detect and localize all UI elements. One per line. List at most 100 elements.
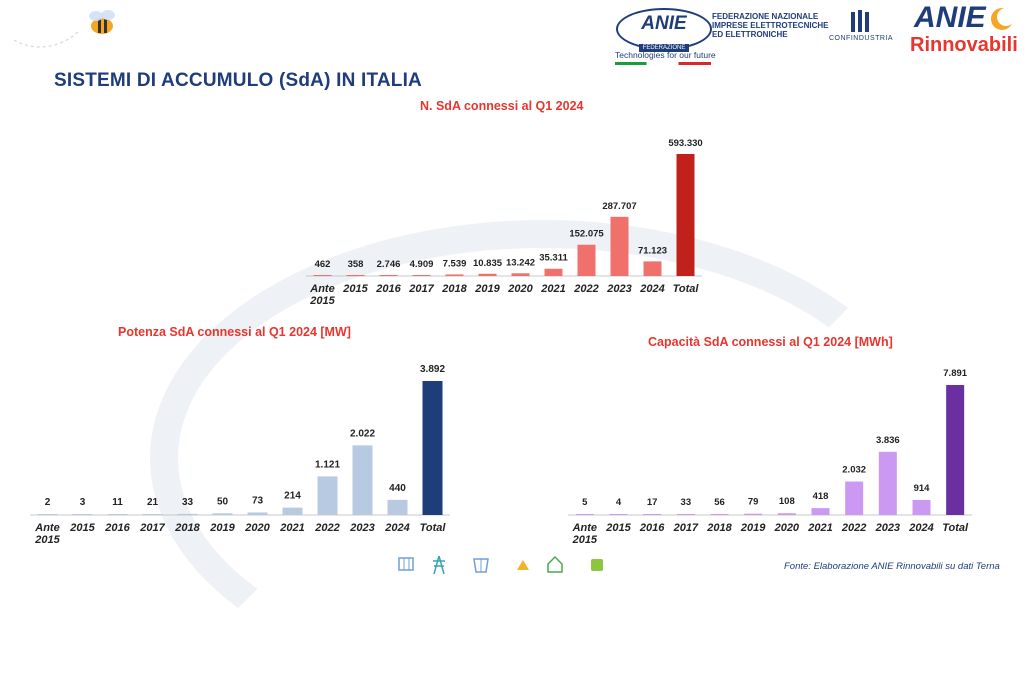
bar-total: [422, 381, 443, 515]
data-label: 21: [147, 497, 159, 508]
data-label: 3.836: [876, 435, 900, 446]
x-tick-label: 2021: [540, 283, 565, 295]
chart-title-potenza: Potenza SdA connessi al Q1 2024 [MW]: [118, 325, 351, 339]
data-label: 4: [616, 497, 622, 508]
bee-trail-icon: [13, 31, 79, 48]
x-tick-label: 2015: [309, 295, 335, 307]
bar-2018: [710, 514, 729, 515]
x-tick-label: Total: [942, 522, 969, 534]
bar-2021: [811, 508, 830, 515]
data-label: 5: [582, 497, 588, 508]
data-label: 71.123: [638, 245, 667, 256]
bar-ante-2015: [37, 514, 58, 515]
green-home-icon: [547, 555, 563, 573]
bar-2023: [610, 216, 629, 276]
data-label: 73: [252, 495, 264, 506]
chart-n-sda: 462Ante201535820152.74620164.90920177.53…: [306, 138, 703, 307]
data-label: 13.242: [506, 257, 535, 268]
confindustria-label: CONFINDUSTRIA: [829, 35, 894, 42]
bar-2018: [177, 513, 198, 515]
x-tick-label: 2019: [474, 283, 500, 295]
chart-title-capacita: Capacità SdA connessi al Q1 2024 [MWh]: [648, 335, 893, 349]
data-label: 3: [80, 497, 86, 508]
data-label: 462: [315, 259, 331, 270]
data-label: 914: [914, 483, 931, 494]
data-label: 418: [813, 491, 829, 502]
x-tick-label: 2015: [605, 522, 631, 534]
x-tick-label: 2020: [774, 522, 800, 534]
x-tick-label: 2017: [408, 283, 434, 295]
x-tick-label: 2015: [342, 283, 368, 295]
bar-2017: [412, 274, 431, 276]
x-tick-label: 2023: [349, 522, 374, 534]
data-label: 11: [112, 497, 123, 508]
data-label: 3.892: [420, 364, 445, 375]
bar-2024: [912, 499, 931, 515]
bar-2015: [346, 275, 365, 276]
data-label: 33: [182, 497, 194, 508]
x-tick-label: 2023: [875, 522, 900, 534]
data-label: 4.909: [410, 259, 434, 270]
x-tick-label: 2024: [384, 522, 409, 534]
x-tick-label: 2016: [375, 283, 401, 295]
bar-2018: [445, 274, 464, 276]
anie-rinnovabili-logo-top: ANIE: [914, 1, 986, 34]
bar-2015: [609, 514, 628, 515]
x-tick-label: 2017: [673, 522, 699, 534]
x-tick-label: 2015: [572, 534, 598, 546]
data-label: 440: [389, 483, 406, 494]
bar-2020: [777, 513, 796, 515]
data-label: 2.746: [377, 259, 401, 270]
x-tick-label: Total: [420, 522, 447, 534]
x-tick-label: 2015: [34, 534, 60, 546]
bar-2015: [72, 514, 93, 515]
x-tick-label: 2019: [209, 522, 235, 534]
x-tick-label: 2015: [69, 522, 95, 534]
data-label: 152.075: [569, 229, 604, 240]
x-tick-label: 2018: [174, 522, 200, 534]
data-label: 10.835: [473, 258, 503, 269]
bar-ante-2015: [575, 514, 594, 515]
x-tick-label: 2024: [639, 283, 664, 295]
bar-total: [676, 154, 695, 276]
data-label: 593.330: [668, 138, 702, 149]
x-tick-label: 2017: [139, 522, 165, 534]
data-label: 56: [714, 497, 725, 508]
bar-2022: [845, 481, 864, 515]
bar-2016: [379, 275, 398, 276]
solar-module-icon: [473, 558, 489, 573]
chart-potenza: 2Ante20153201511201621201733201850201973…: [30, 364, 450, 546]
x-tick-label: 2023: [606, 283, 631, 295]
data-label: 358: [348, 259, 364, 270]
bar-2017: [676, 514, 695, 515]
anie-logo: ANIE FEDERAZIONE: [616, 8, 712, 52]
recycle-icon: [591, 559, 603, 571]
x-tick-label: 2019: [740, 522, 766, 534]
bar-2023: [878, 451, 897, 515]
data-label: 2.032: [842, 465, 866, 476]
x-tick-label: Ante: [309, 283, 334, 295]
x-tick-label: 2022: [314, 522, 339, 534]
x-tick-label: Ante: [34, 522, 59, 534]
x-tick-label: 2022: [841, 522, 866, 534]
tagline: Technologies for our future: [615, 50, 716, 60]
bar-2021: [544, 268, 563, 276]
bar-2024: [643, 261, 662, 276]
x-tick-label: 2024: [908, 522, 933, 534]
bar-2016: [643, 514, 662, 515]
x-tick-label: 2018: [441, 283, 467, 295]
page-title: SISTEMI DI ACCUMULO (SdA) IN ITALIA: [54, 70, 422, 91]
federation-text: FEDERAZIONE NAZIONALE IMPRESE ELETTROTEC…: [712, 12, 829, 39]
bar-2019: [744, 513, 763, 515]
power-tower-icon: [433, 555, 445, 575]
chart-title-n-sda: N. SdA connessi al Q1 2024: [420, 99, 584, 113]
data-label: 7.891: [943, 368, 967, 379]
wind-bird-icon: [517, 560, 529, 570]
bar-ante-2015: [313, 275, 332, 276]
x-tick-label: 2020: [244, 522, 270, 534]
bee-logo-icon: [89, 10, 115, 34]
data-label: 2: [45, 497, 51, 508]
confindustria-icon: [851, 10, 869, 32]
data-label: 35.311: [539, 253, 568, 264]
bar-2016: [107, 514, 128, 515]
